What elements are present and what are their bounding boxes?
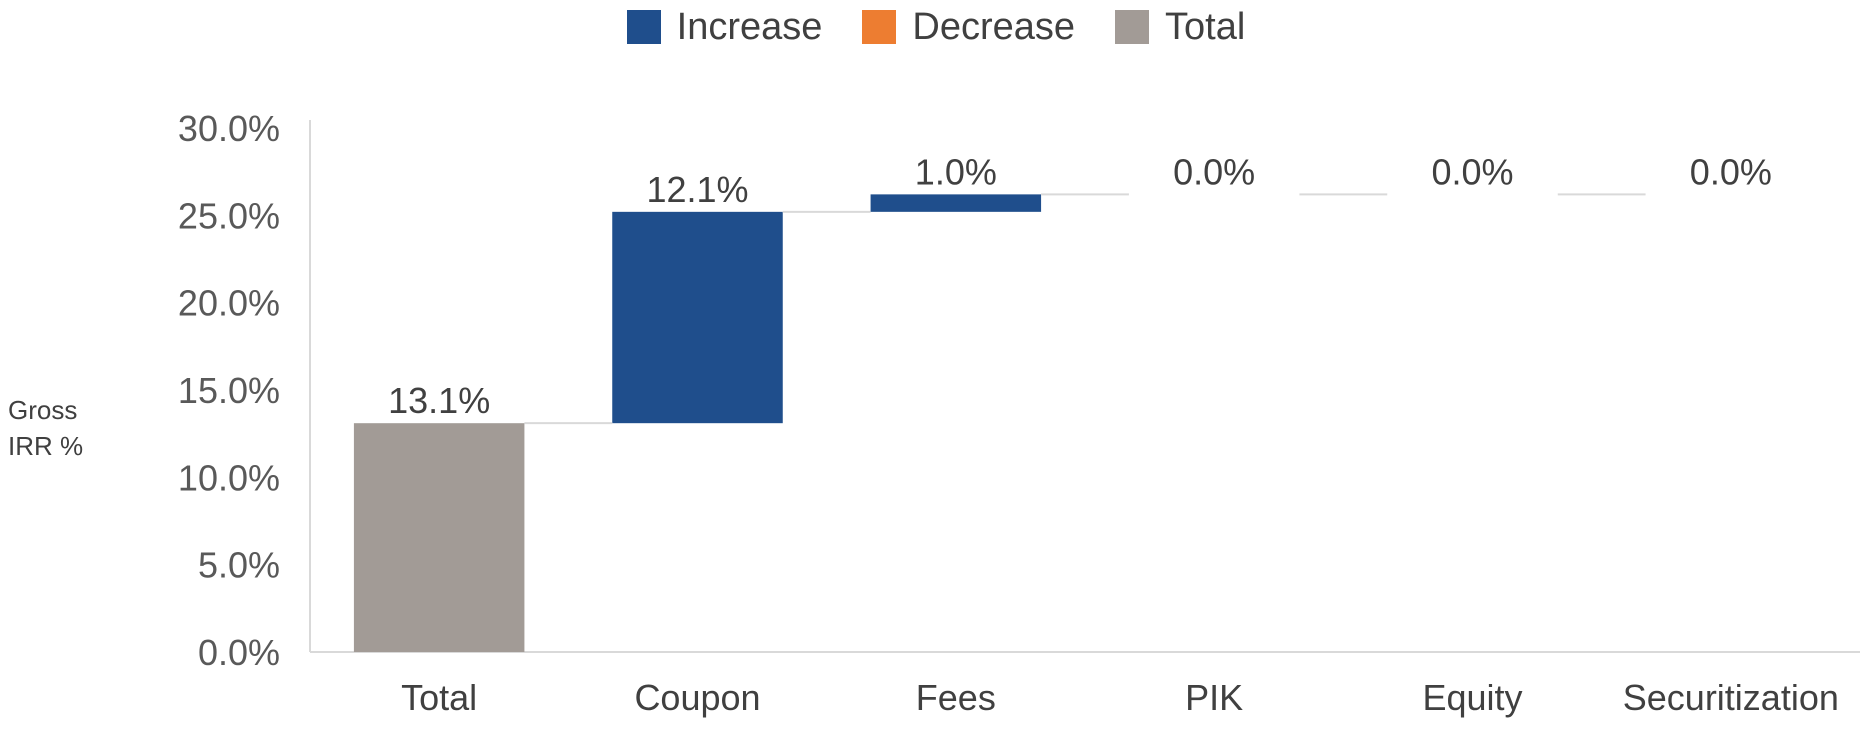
y-tick-label: 0.0%: [198, 632, 280, 673]
y-axis-title: Gross IRR %: [8, 392, 83, 464]
legend-item-increase: Increase: [626, 5, 823, 49]
data-label: 12.1%: [646, 169, 748, 210]
legend-label-total: Total: [1165, 5, 1246, 48]
data-label: 0.0%: [1173, 151, 1255, 192]
bar-fees: [870, 194, 1042, 212]
bar-total: [353, 423, 525, 652]
chart-legend: Increase Decrease Total: [0, 0, 1872, 54]
legend-label-increase: Increase: [676, 5, 823, 48]
y-tick-label: 30.0%: [178, 108, 280, 149]
legend-swatch-total: [1115, 10, 1150, 44]
y-tick-label: 20.0%: [178, 283, 280, 324]
y-axis-title-line-2: IRR %: [8, 431, 84, 461]
legend-label-decrease: Decrease: [912, 5, 1076, 48]
bar-coupon: [612, 211, 783, 424]
x-tick-label: Total: [401, 677, 477, 718]
data-label: 0.0%: [1690, 151, 1772, 192]
y-tick-label: 5.0%: [198, 545, 280, 586]
legend-item-total: Total: [1115, 6, 1245, 49]
y-tick-label: 15.0%: [178, 370, 280, 411]
legend-swatch-decrease: [862, 10, 897, 44]
y-tick-label: 25.0%: [178, 195, 280, 236]
x-tick-label: Securitization: [1623, 677, 1839, 718]
data-label: 0.0%: [1431, 151, 1513, 192]
x-tick-label: PIK: [1185, 677, 1243, 718]
y-tick-label: 10.0%: [178, 457, 280, 498]
legend-item-decrease: Decrease: [862, 6, 1075, 49]
legend-swatch-increase: [626, 10, 661, 44]
x-tick-label: Coupon: [634, 677, 760, 718]
data-label: 13.1%: [388, 380, 490, 421]
y-axis-title-line-1: Gross: [8, 395, 78, 425]
x-tick-label: Equity: [1422, 677, 1522, 718]
data-label: 1.0%: [915, 151, 997, 192]
x-tick-label: Fees: [916, 677, 996, 718]
